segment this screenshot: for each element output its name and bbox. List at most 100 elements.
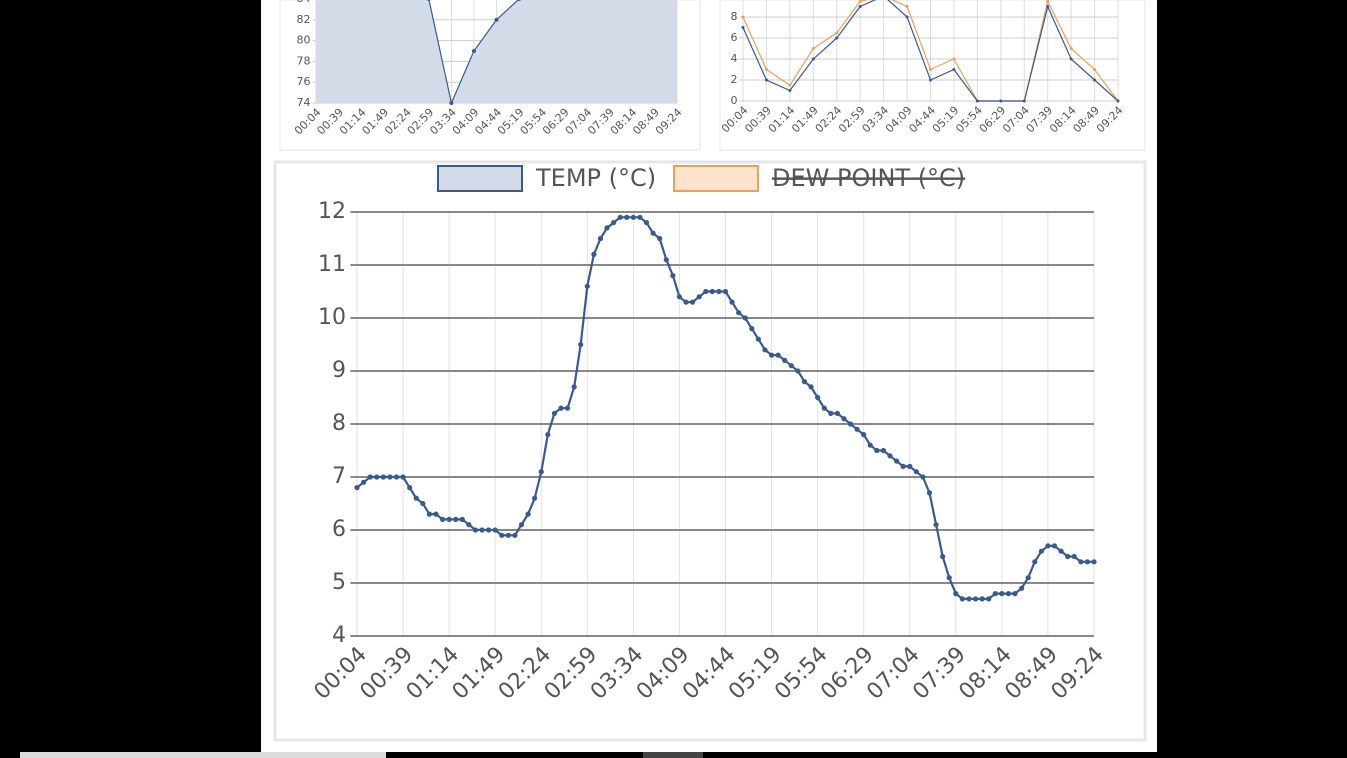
y-tick-label: 4 <box>332 623 346 648</box>
y-tick-label: 10 <box>318 305 346 330</box>
point <box>696 294 702 300</box>
point <box>940 553 946 560</box>
point <box>741 26 745 29</box>
point <box>630 214 636 220</box>
point <box>466 522 472 528</box>
point <box>905 15 909 19</box>
point <box>545 432 551 438</box>
point <box>999 591 1005 597</box>
point <box>380 474 386 480</box>
point <box>420 500 426 507</box>
y-tick-label: 0 <box>731 94 738 107</box>
point <box>834 410 840 416</box>
point <box>900 463 906 469</box>
nav-bar <box>20 752 386 758</box>
point <box>427 0 431 1</box>
point <box>1093 78 1097 82</box>
point <box>1038 548 1044 554</box>
point <box>374 474 380 480</box>
point <box>929 78 932 82</box>
point <box>492 527 498 533</box>
point <box>835 36 839 40</box>
point <box>604 225 610 231</box>
point <box>439 516 446 523</box>
point <box>1019 585 1025 591</box>
y-tick-label: 11 <box>318 252 346 277</box>
area <box>316 0 677 103</box>
y-tick-label: 9 <box>332 358 346 383</box>
point <box>764 68 768 71</box>
point <box>433 511 439 517</box>
point <box>1046 5 1050 8</box>
y-tick-label: 76 <box>297 75 311 88</box>
y-tick-label: 78 <box>297 54 311 67</box>
y-tick-label: 6 <box>731 31 738 44</box>
legend-label: TEMP (°C) <box>535 164 656 192</box>
point <box>926 490 933 496</box>
nav-bar <box>643 752 703 758</box>
point <box>847 421 854 427</box>
y-tick-label: 82 <box>297 13 311 26</box>
point <box>768 352 775 358</box>
legend-label: DEW POINT (°C) <box>772 164 965 192</box>
point <box>861 432 867 438</box>
point <box>578 341 584 348</box>
point <box>453 516 459 523</box>
point <box>762 347 768 353</box>
point <box>913 469 919 475</box>
point <box>532 495 538 501</box>
point <box>808 384 814 390</box>
point <box>1093 68 1097 71</box>
point <box>393 474 400 480</box>
point <box>828 410 834 416</box>
y-tick-label: 2 <box>731 73 738 86</box>
point <box>486 527 492 533</box>
point <box>703 288 709 295</box>
point <box>571 384 577 390</box>
point <box>1069 47 1073 50</box>
point <box>624 214 630 220</box>
point <box>1012 591 1018 597</box>
point <box>782 357 788 363</box>
point <box>446 516 452 523</box>
point <box>1116 99 1120 103</box>
point <box>775 352 781 358</box>
card <box>719 0 1146 151</box>
point <box>1005 591 1012 597</box>
point <box>755 336 762 342</box>
point <box>811 47 815 50</box>
point <box>854 426 860 432</box>
point <box>591 251 597 257</box>
point <box>472 527 479 533</box>
point <box>1046 0 1050 3</box>
point <box>788 363 794 369</box>
point <box>1025 575 1031 581</box>
point <box>946 575 952 581</box>
point <box>426 511 432 517</box>
point <box>905 5 909 8</box>
point <box>874 447 880 454</box>
point <box>795 368 801 374</box>
point <box>887 453 893 459</box>
point <box>841 416 847 422</box>
point <box>1051 543 1058 549</box>
point <box>952 57 956 61</box>
point <box>1084 559 1091 565</box>
y-tick-label: 8 <box>332 411 346 436</box>
point <box>722 288 729 295</box>
point <box>512 532 518 538</box>
point <box>494 17 499 22</box>
point <box>1058 548 1064 554</box>
point <box>709 288 715 295</box>
point <box>992 591 998 597</box>
y-tick-label: 6 <box>332 517 346 542</box>
point <box>959 596 965 602</box>
point <box>729 299 735 305</box>
point <box>815 394 821 401</box>
point <box>670 273 676 279</box>
point <box>413 495 419 501</box>
point <box>354 485 360 491</box>
point <box>966 596 972 602</box>
point <box>999 99 1003 103</box>
